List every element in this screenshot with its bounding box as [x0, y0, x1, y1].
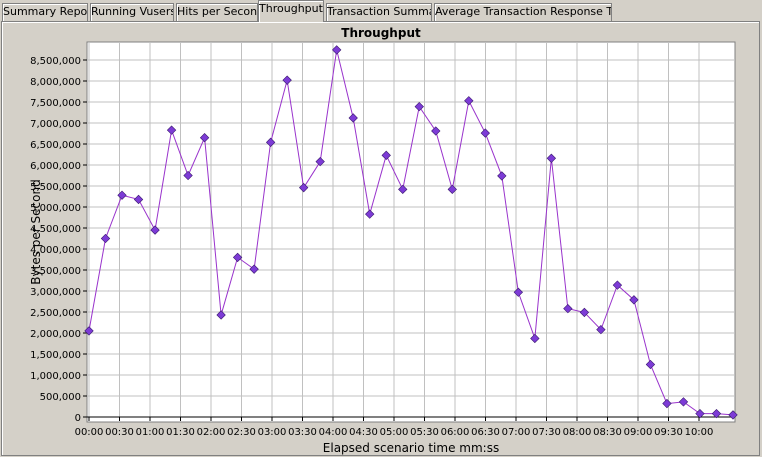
x-tick-label: 03:30: [288, 427, 317, 438]
data-point: [711, 408, 722, 419]
x-tick-label: 08:30: [593, 427, 622, 438]
data-point: [117, 190, 127, 200]
data-point: [695, 408, 705, 419]
y-tick-label: 6,000,000: [30, 161, 81, 172]
x-axis-label: Elapsed scenario time mm:ss: [323, 441, 499, 455]
data-point: [414, 101, 424, 112]
data-point: [513, 287, 524, 297]
data-point: [464, 96, 474, 106]
x-tick-label: 04:00: [319, 427, 348, 438]
y-tick-label: 500,000: [40, 392, 81, 403]
y-tick-label: 6,500,000: [30, 140, 81, 151]
y-tick-label: 2,000,000: [30, 329, 81, 340]
data-point: [645, 359, 656, 370]
data-point: [546, 153, 557, 163]
tab-transaction-summary[interactable]: Transaction Summary: [326, 3, 432, 21]
data-point: [365, 209, 375, 219]
y-tick-label: 3,000,000: [30, 287, 81, 298]
data-point: [596, 324, 606, 335]
x-tick-label: 09:30: [654, 427, 683, 438]
data-point: [84, 326, 94, 336]
data-point: [133, 194, 144, 205]
y-tick-label: 8,000,000: [30, 77, 81, 88]
y-axis-label: Bytes per Second: [29, 179, 43, 284]
data-point: [447, 184, 457, 195]
y-tick-label: 3,500,000: [30, 266, 81, 277]
x-tick-label: 08:00: [563, 427, 592, 438]
data-point: [629, 295, 639, 305]
x-tick-label: 01:30: [166, 427, 195, 438]
series-throughput: [84, 45, 738, 420]
x-tick-label: 02:30: [227, 427, 256, 438]
x-tick-label: 02:00: [197, 427, 226, 438]
y-tick-label: 8,500,000: [30, 56, 81, 67]
y-tick-label: 0: [75, 413, 81, 424]
y-tick-label: 1,500,000: [30, 350, 81, 361]
grid: [87, 42, 735, 418]
x-tick-label: 05:30: [410, 427, 439, 438]
y-tick-label: 7,500,000: [30, 98, 81, 109]
data-point: [232, 252, 243, 263]
y-tick-label: 5,000,000: [30, 203, 81, 214]
tab-hits-per-second[interactable]: Hits per Second: [176, 3, 258, 21]
x-tick-label: 05:00: [380, 427, 409, 438]
data-point: [249, 264, 259, 274]
tab-summary-report[interactable]: Summary Report: [2, 3, 88, 21]
x-tick-label: 07:00: [502, 427, 531, 438]
data-point: [612, 280, 623, 290]
data-point: [298, 183, 309, 193]
data-point: [497, 171, 507, 181]
y-axis: 0 500,000 1,000,000 1,500,000 2,000,000 2,500…: [30, 56, 87, 424]
data-point: [530, 333, 540, 344]
tab-throughput[interactable]: Throughput: [258, 0, 324, 22]
data-point: [332, 45, 342, 55]
data-point: [398, 184, 408, 195]
tab-bar: Summary Report Running Vusers Hits per S…: [0, 0, 762, 22]
x-tick-label: 06:00: [441, 427, 470, 438]
tab-average-transaction-response-time[interactable]: Average Transaction Response Time: [434, 3, 612, 21]
data-point: [150, 225, 160, 235]
data-point: [100, 233, 111, 244]
x-tick-label: 09:00: [624, 427, 653, 438]
y-tick-label: 4,000,000: [30, 245, 81, 256]
y-tick-label: 7,000,000: [30, 119, 81, 130]
x-tick-label: 03:00: [258, 427, 287, 438]
y-tick-label: 5,500,000: [30, 182, 81, 193]
chart-title: Throughput: [341, 26, 421, 40]
y-tick-label: 2,500,000: [30, 308, 81, 319]
x-tick-label: 07:30: [532, 427, 561, 438]
series-line: [88, 49, 734, 416]
x-tick-label: 04:30: [349, 427, 378, 438]
tab-running-vusers[interactable]: Running Vusers: [90, 3, 174, 21]
data-point: [678, 397, 689, 407]
data-point: [348, 113, 358, 123]
data-point: [265, 137, 276, 147]
x-tick-label: 06:30: [471, 427, 500, 438]
data-point: [216, 310, 226, 320]
x-tick-label: 01:00: [136, 427, 165, 438]
data-point: [381, 150, 391, 161]
x-axis: 00:00 00:30 01:00 01:30 02:00 02:30 03:00 03:30…: [75, 416, 735, 438]
x-tick-label: 00:30: [105, 427, 134, 438]
data-point: [282, 75, 292, 85]
data-point: [728, 410, 738, 420]
x-tick-label: 00:00: [75, 427, 104, 438]
data-point: [166, 125, 177, 135]
data-point: [431, 126, 441, 136]
data-point: [563, 303, 573, 314]
data-point: [199, 133, 210, 143]
data-point: [662, 398, 672, 409]
data-point: [480, 128, 490, 138]
plot-area: [86, 41, 736, 423]
x-tick-label: 10:00: [685, 427, 714, 438]
data-point: [579, 307, 590, 318]
data-point: [315, 156, 325, 167]
y-tick-label: 4,500,000: [30, 224, 81, 235]
data-point: [183, 170, 193, 181]
y-tick-label: 1,000,000: [30, 371, 81, 382]
